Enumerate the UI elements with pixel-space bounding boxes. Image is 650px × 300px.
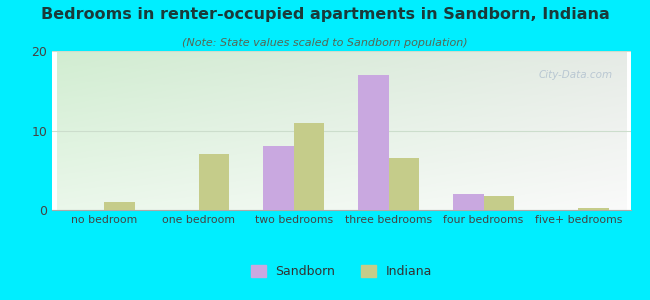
Bar <box>484 196 514 210</box>
Bar <box>199 154 229 210</box>
Bar <box>358 75 389 210</box>
Bar <box>578 208 608 210</box>
Text: Bedrooms in renter-occupied apartments in Sandborn, Indiana: Bedrooms in renter-occupied apartments i… <box>40 8 610 22</box>
Legend: Sandborn, Indiana: Sandborn, Indiana <box>246 260 437 283</box>
Bar <box>263 146 294 210</box>
Bar <box>389 158 419 210</box>
Bar <box>453 194 484 210</box>
Bar <box>104 202 135 210</box>
Bar <box>294 122 324 210</box>
Text: City-Data.com: City-Data.com <box>539 70 613 80</box>
Text: (Note: State values scaled to Sandborn population): (Note: State values scaled to Sandborn p… <box>182 38 468 47</box>
